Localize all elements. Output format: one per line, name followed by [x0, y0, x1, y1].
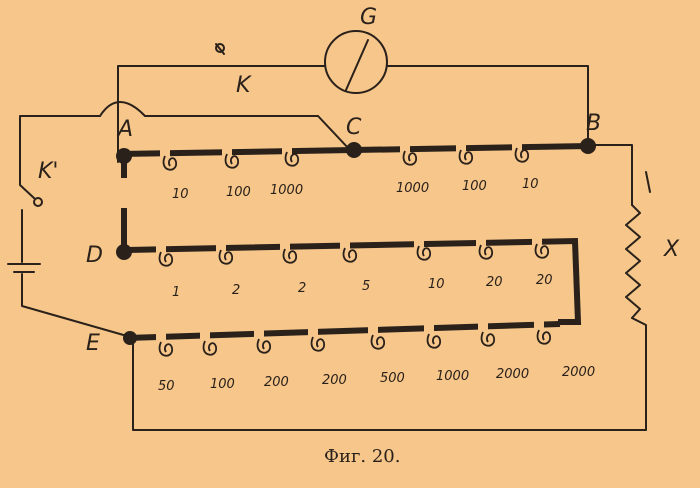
wire-battery-top	[19, 115, 101, 199]
wire-galvanometer-left	[117, 65, 326, 163]
label-e: E	[86, 331, 100, 356]
label-a: A	[116, 117, 133, 142]
wire-battery-bottom	[21, 273, 128, 337]
coil	[458, 149, 473, 165]
label-k1: K'	[38, 159, 58, 184]
row2-value: 20	[486, 275, 503, 290]
coil	[158, 341, 173, 357]
bar-gaps	[156, 132, 544, 346]
coil	[282, 248, 297, 264]
node-c	[346, 142, 362, 158]
row3-value: 200	[322, 373, 347, 388]
key-k-contact	[215, 43, 225, 53]
coil	[218, 249, 233, 265]
row1-value: 10	[522, 177, 539, 192]
wire-a-to-c	[99, 101, 351, 151]
coil	[402, 150, 417, 166]
row2-value: 2	[298, 281, 306, 296]
label-k: K	[236, 73, 252, 98]
row1-value: 100	[226, 185, 251, 200]
coil	[256, 338, 271, 354]
coil	[224, 153, 239, 169]
bar-row3	[126, 321, 561, 341]
coil	[342, 247, 357, 263]
row3-value: 50	[158, 379, 175, 394]
row1-value: 1000	[270, 183, 303, 198]
coil	[478, 244, 493, 260]
galvanometer-circle	[324, 30, 388, 94]
wire-galvanometer-right	[386, 65, 589, 146]
key-k1-contact	[33, 197, 43, 207]
coils-row3	[158, 329, 551, 357]
battery-cell	[7, 263, 41, 273]
row1-value: 100	[462, 179, 487, 194]
label-d: D	[86, 243, 103, 268]
coil	[162, 155, 177, 171]
node-a	[116, 148, 132, 164]
coil	[416, 245, 431, 261]
row2-value: 10	[428, 277, 445, 292]
row3-value: 2000	[496, 367, 529, 382]
row3-value: 500	[380, 371, 405, 386]
row2-value: 20	[536, 273, 553, 288]
coil	[536, 329, 551, 345]
coil	[426, 333, 441, 349]
wire-x-to-e	[132, 317, 647, 431]
label-x: X	[663, 237, 680, 262]
row2-value: 1	[172, 285, 180, 300]
row3-value: 100	[210, 377, 235, 392]
row3-value: 2000	[562, 365, 595, 380]
row2-value: 2	[232, 283, 240, 298]
coil	[534, 243, 549, 259]
resistor-x-zigzag	[625, 204, 641, 319]
coil	[158, 251, 173, 267]
coil	[370, 334, 385, 350]
figure-caption: Фиг. 20.	[324, 446, 400, 467]
label-g: G	[360, 5, 377, 30]
resistor-x-tick	[645, 171, 651, 193]
coil	[480, 331, 495, 347]
coil	[202, 340, 217, 356]
label-c: C	[346, 115, 362, 140]
label-b: B	[586, 111, 601, 136]
coils-row1	[162, 147, 529, 171]
row3-value: 1000	[436, 369, 469, 384]
row3-value: 200	[264, 375, 289, 390]
coil	[514, 147, 529, 163]
node-d	[116, 244, 132, 260]
row1-value: 1000	[396, 181, 429, 196]
node-b	[580, 138, 596, 154]
bar-row2	[123, 237, 582, 325]
wire-b-to-x	[587, 144, 633, 206]
coil	[284, 151, 299, 167]
galvanometer-needle	[345, 39, 369, 91]
coil	[310, 336, 325, 352]
coils-row2	[158, 243, 549, 267]
node-e	[123, 331, 137, 345]
row1-value: 10	[172, 187, 189, 202]
row2-value: 5	[362, 279, 370, 294]
